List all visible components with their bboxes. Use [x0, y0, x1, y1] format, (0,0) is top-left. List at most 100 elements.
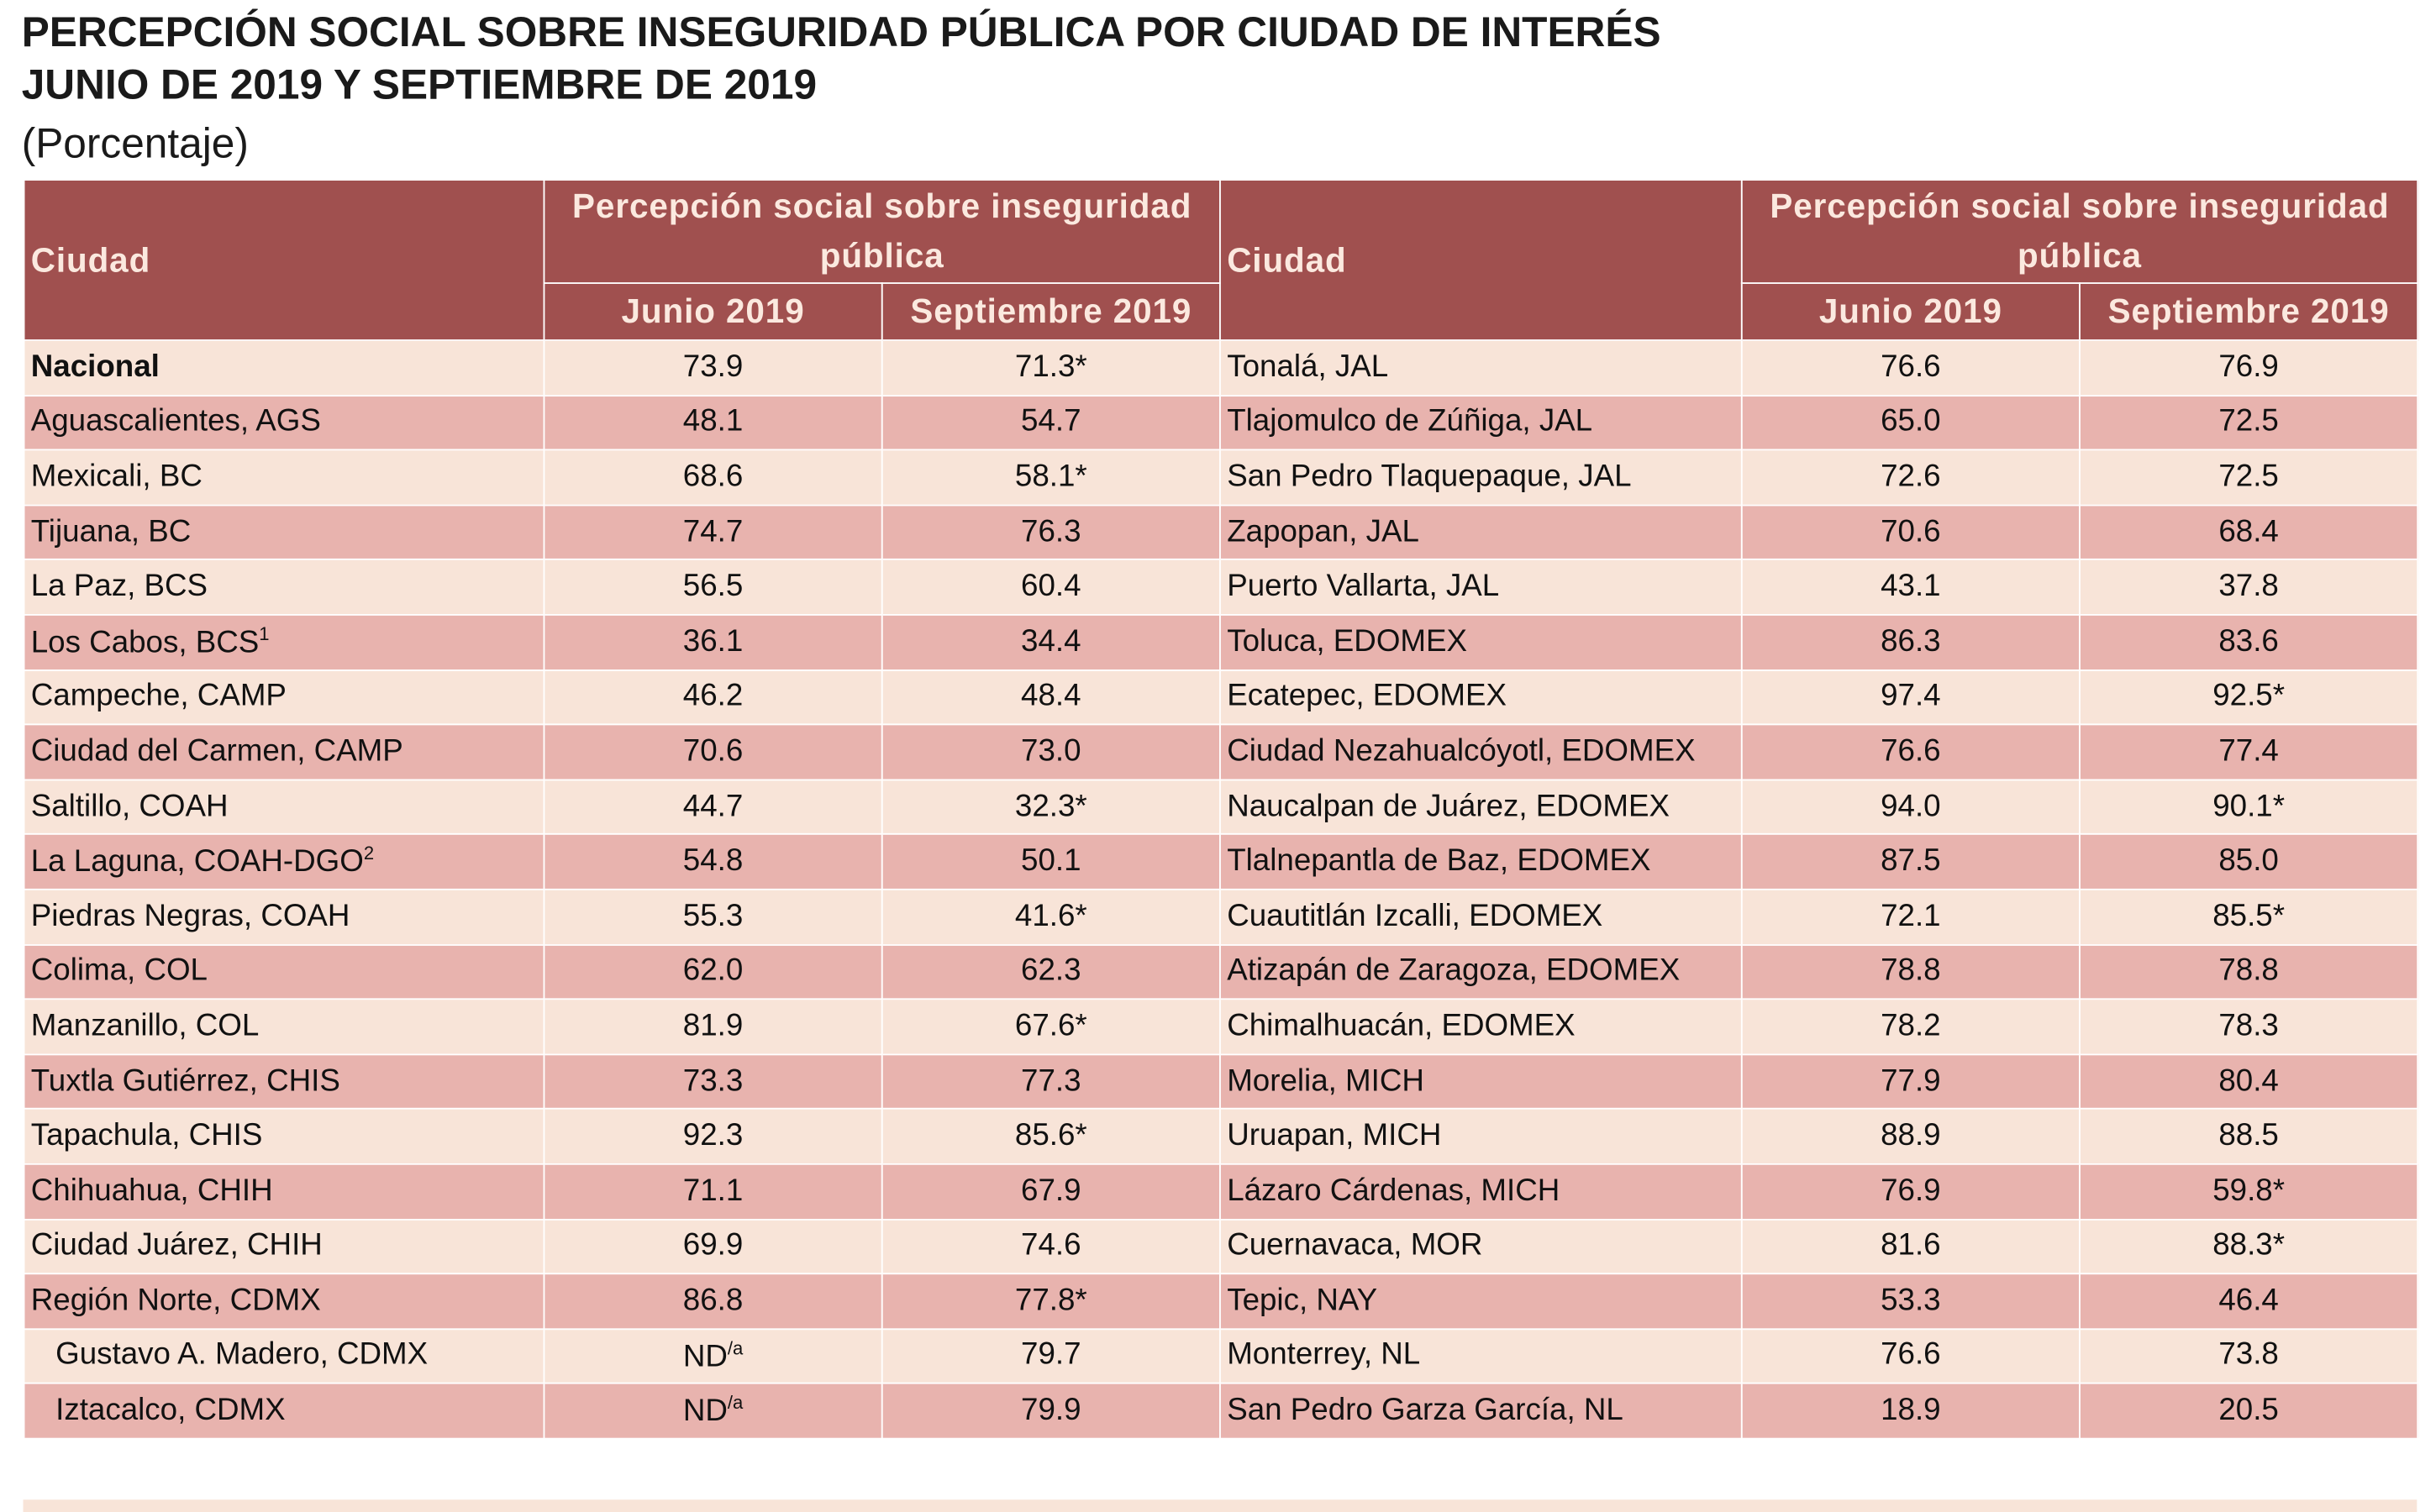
value-cell: 36.1: [543, 613, 883, 671]
city-cell: Uruapan, MICH: [1219, 1108, 1743, 1165]
header-cell: Junio 2019: [543, 282, 883, 341]
value-cell: 88.9: [1740, 1108, 2081, 1165]
city-cell: Toluca, EDOMEX: [1219, 613, 1743, 671]
value-cell: 48.4: [881, 669, 1221, 726]
header-cell: Percepción social sobre inseguridad públ…: [1740, 179, 2419, 284]
value-cell: 77.3: [881, 1053, 1221, 1110]
header-cell: Ciudad: [1219, 179, 1743, 341]
city-cell: Tlajomulco de Zúñiga, JAL: [1219, 394, 1743, 451]
table-row: Gustavo A. Madero, CDMX ND/a 79.7 Monterrey…: [23, 1327, 2419, 1385]
header-cell: Junio 2019: [1740, 282, 2081, 341]
city-cell: Los Cabos, BCS1: [23, 613, 545, 671]
value-cell: 20.5: [2079, 1383, 2419, 1440]
city-cell: Nacional: [23, 339, 545, 396]
value-cell: 69.9: [543, 1218, 883, 1275]
header-cell: Septiembre 2019: [2079, 282, 2419, 341]
table-row: Aguascalientes, AGS 48.1 54.7 Tlajomulco de…: [23, 394, 2419, 451]
city-cell: Región Norte, CDMX: [23, 1273, 545, 1330]
city-cell: Saltillo, COAH: [23, 779, 545, 836]
table-row: Mexicali, BC 68.6 58.1* San Pedro Tlaquepaq…: [23, 449, 2419, 507]
city-cell: Tijuana, BC: [23, 504, 545, 561]
partial-row: [23, 1499, 2417, 1512]
value-cell: 54.7: [881, 394, 1221, 451]
value-cell: 72.1: [1740, 888, 2081, 946]
value-cell: 85.0: [2079, 833, 2419, 890]
title: PERCEPCIÓN SOCIAL SOBRE INSEGURIDAD PÚBL…: [21, 9, 1661, 56]
table-row: Iztacalco, CDMX ND/a 79.9 San Pedro Garza G…: [23, 1383, 2419, 1440]
city-cell: Tuxtla Gutiérrez, CHIS: [23, 1053, 545, 1110]
city-cell: Naucalpan de Juárez, EDOMEX: [1219, 779, 1743, 836]
value-cell: 65.0: [1740, 394, 2081, 451]
value-cell: 70.6: [1740, 504, 2081, 561]
table-row: Región Norte, CDMX 86.8 77.8* Tepic, NAY 53.…: [23, 1273, 2419, 1330]
value-cell: 70.6: [543, 723, 883, 780]
value-cell: 72.5: [2079, 394, 2419, 451]
city-cell: Ciudad Nezahualcóyotl, EDOMEX: [1219, 723, 1743, 780]
value-cell: 92.5*: [2079, 669, 2419, 726]
superscript: 2: [363, 843, 375, 865]
value-cell: 88.5: [2079, 1108, 2419, 1165]
city-cell: Tonalá, JAL: [1219, 339, 1743, 396]
table-row: Piedras Negras, COAH 55.3 41.6* Cuautitlán …: [23, 888, 2419, 946]
value-cell: 85.6*: [881, 1108, 1221, 1165]
table-row: Campeche, CAMP 46.2 48.4 Ecatepec, EDOMEX 97…: [23, 669, 2419, 726]
value-cell: 46.4: [2079, 1273, 2419, 1330]
value-cell: 58.1*: [881, 449, 1221, 507]
table-row: Manzanillo, COL 81.9 67.6* Chimalhuacán, ED…: [23, 998, 2419, 1055]
value-cell: 76.3: [881, 504, 1221, 561]
table-row: Tijuana, BC 74.7 76.3 Zapopan, JAL 70.6 68.4: [23, 504, 2419, 561]
table-row: Ciudad Juárez, CHIH 69.9 74.6 Cuernavaca, M…: [23, 1218, 2419, 1275]
subtitle: (Porcentaje): [21, 120, 249, 167]
value-cell: 79.9: [881, 1383, 1221, 1440]
city-cell: Campeche, CAMP: [23, 669, 545, 726]
value-cell: 74.7: [543, 504, 883, 561]
value-cell: 92.3: [543, 1108, 883, 1165]
value-cell: 76.9: [1740, 1163, 2081, 1220]
value-cell: 77.8*: [881, 1273, 1221, 1330]
value-cell: 53.3: [1740, 1273, 2081, 1330]
value-cell: 72.5: [2079, 449, 2419, 507]
table-row: La Laguna, COAH-DGO2 54.8 50.1 Tlalnepantla…: [23, 833, 2419, 890]
value-cell: 68.6: [543, 449, 883, 507]
value-cell: 44.7: [543, 779, 883, 836]
value-cell: 78.8: [2079, 943, 2419, 1000]
value-cell: 34.4: [881, 613, 1221, 671]
header-cell: Septiembre 2019: [881, 282, 1221, 341]
table-row: Saltillo, COAH 44.7 32.3* Naucalpan de Juár…: [23, 779, 2419, 836]
value-cell: 18.9: [1740, 1383, 2081, 1440]
city-cell: Tepic, NAY: [1219, 1273, 1743, 1330]
value-cell: 94.0: [1740, 779, 2081, 836]
cell-text: Iztacalco, CDMX: [55, 1393, 286, 1428]
value-cell: 74.6: [881, 1218, 1221, 1275]
value-cell: 78.8: [1740, 943, 2081, 1000]
value-cell: 83.6: [2079, 613, 2419, 671]
city-cell: Aguascalientes, AGS: [23, 394, 545, 451]
city-cell: Morelia, MICH: [1219, 1053, 1743, 1110]
city-cell: Ecatepec, EDOMEX: [1219, 669, 1743, 726]
city-cell: Ciudad del Carmen, CAMP: [23, 723, 545, 780]
value-cell: 46.2: [543, 669, 883, 726]
city-cell: Cuernavaca, MOR: [1219, 1218, 1743, 1275]
value-cell: 88.3*: [2079, 1218, 2419, 1275]
city-cell: Piedras Negras, COAH: [23, 888, 545, 946]
value-cell: 73.3: [543, 1053, 883, 1110]
value-cell: 79.7: [881, 1327, 1221, 1385]
value-cell: 73.9: [543, 339, 883, 396]
superscript: /a: [727, 1392, 744, 1414]
city-cell: Chihuahua, CHIH: [23, 1163, 545, 1220]
value-cell: 71.3*: [881, 339, 1221, 396]
city-cell: Mexicali, BC: [23, 449, 545, 507]
value-cell: 55.3: [543, 888, 883, 946]
value-cell: 85.5*: [2079, 888, 2419, 946]
value-cell: 78.3: [2079, 998, 2419, 1055]
table-row: La Paz, BCS 56.5 60.4 Puerto Vallarta, JAL 4…: [23, 559, 2419, 616]
header-cell: Percepción social sobre inseguridad públ…: [543, 179, 1221, 284]
value-cell: 87.5: [1740, 833, 2081, 890]
value-cell: 78.2: [1740, 998, 2081, 1055]
city-cell: Cuautitlán Izcalli, EDOMEX: [1219, 888, 1743, 946]
value-cell: 73.8: [2079, 1327, 2419, 1385]
value-cell: 67.9: [881, 1163, 1221, 1220]
value-cell: 72.6: [1740, 449, 2081, 507]
cell-text: Gustavo A. Madero, CDMX: [55, 1338, 429, 1373]
value-cell: 68.4: [2079, 504, 2419, 561]
